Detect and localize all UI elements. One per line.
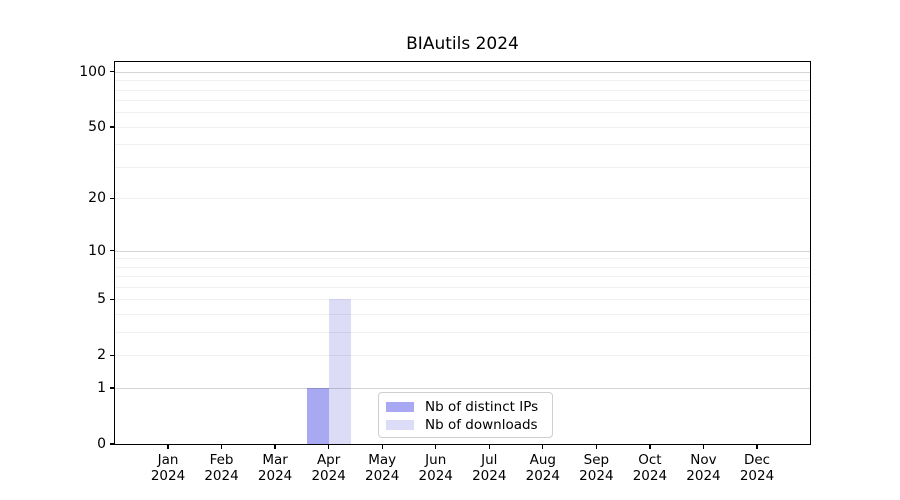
legend: Nb of distinct IPs Nb of downloads [378, 392, 553, 438]
legend-swatch-downloads [386, 420, 414, 430]
x-tick-mark-nov [702, 444, 705, 449]
gridline-minor-20 [115, 198, 810, 200]
y-tick-label-10: 10 [88, 242, 106, 259]
gridline-minor-8 [115, 266, 810, 268]
x-tick-mark-dec [756, 444, 758, 449]
grid-layer [115, 62, 810, 444]
y-tick-mark-0 [110, 443, 115, 445]
gridline-minor-5 [115, 299, 810, 301]
x-tick-mark-jan [167, 444, 169, 449]
legend-label-distinct-ips: Nb of distinct IPs [425, 399, 539, 415]
y-tick-label-20: 20 [88, 190, 106, 207]
y-tick-label-50: 50 [88, 118, 106, 135]
gridline-major-100 [115, 71, 810, 73]
x-tick-label-oct: Oct 2024 [632, 452, 668, 484]
legend-item-distinct-ips: Nb of distinct IPs [386, 398, 544, 416]
gridline-minor-40 [115, 144, 810, 146]
legend-item-downloads: Nb of downloads [386, 416, 544, 434]
y-tick-label-5: 5 [97, 291, 106, 308]
x-tick-label-jan: Jan 2024 [150, 452, 186, 484]
x-tick-label-nov: Nov 2024 [686, 452, 721, 484]
x-tick-label-jun: Jun 2024 [418, 452, 453, 484]
y-tick-mark-1 [110, 387, 115, 389]
x-tick-mark-oct [649, 444, 651, 449]
gridline-minor-60 [115, 112, 810, 114]
y-tick-mark-100 [110, 71, 115, 73]
x-tick-mark-aug [542, 444, 544, 449]
gridline-major-1 [115, 388, 810, 390]
y-tick-mark-20 [110, 197, 115, 200]
x-tick-mark-mar [274, 444, 276, 449]
gridline-minor-90 [115, 80, 810, 82]
bar-apr-downloads [328, 299, 351, 444]
y-tick-mark-10 [110, 249, 115, 252]
gridline-minor-6 [115, 287, 810, 289]
gridline-minor-80 [115, 89, 810, 91]
gridline-minor-50 [115, 126, 810, 128]
x-tick-mark-sep [595, 444, 597, 449]
y-tick-label-100: 100 [79, 63, 106, 80]
gridline-minor-3 [115, 332, 810, 334]
gridline-minor-70 [115, 100, 810, 102]
x-tick-mark-may [381, 444, 383, 449]
gridline-minor-4 [115, 314, 810, 316]
x-tick-mark-feb [220, 444, 223, 449]
gridline-minor-30 [115, 167, 810, 169]
y-tick-label-0: 0 [97, 436, 106, 452]
x-tick-label-jul: Jul 2024 [472, 452, 507, 484]
y-tick-mark-50 [110, 126, 115, 128]
x-tick-label-mar: Mar 2024 [257, 452, 293, 484]
x-tick-label-apr: Apr 2024 [311, 452, 346, 484]
x-tick-mark-jul [488, 444, 490, 449]
x-tick-label-feb: Feb 2024 [204, 452, 239, 484]
y-tick-mark-5 [110, 298, 115, 301]
legend-label-downloads: Nb of downloads [425, 417, 538, 433]
legend-swatch-distinct-ips [386, 402, 414, 412]
x-tick-mark-jun [435, 444, 437, 449]
x-tick-label-dec: Dec 2024 [739, 452, 775, 484]
x-tick-label-sep: Sep 2024 [579, 452, 614, 484]
y-tick-label-2: 2 [97, 347, 106, 364]
x-tick-label-may: May 2024 [364, 452, 400, 484]
bars-layer [115, 62, 810, 444]
gridline-minor-9 [115, 258, 810, 260]
gridline-minor-7 [115, 276, 810, 278]
chart-title: BIAutils 2024 [406, 34, 519, 54]
bar-apr-distinct-ips [306, 388, 329, 444]
x-tick-mark-apr [327, 444, 330, 449]
plot-background [115, 62, 810, 444]
y-tick-label-1: 1 [97, 380, 106, 397]
x-tick-label-aug: Aug 2024 [525, 452, 560, 484]
y-tick-mark-2 [110, 354, 115, 357]
gridline-minor-2 [115, 355, 810, 357]
gridline-major-10 [115, 250, 810, 252]
